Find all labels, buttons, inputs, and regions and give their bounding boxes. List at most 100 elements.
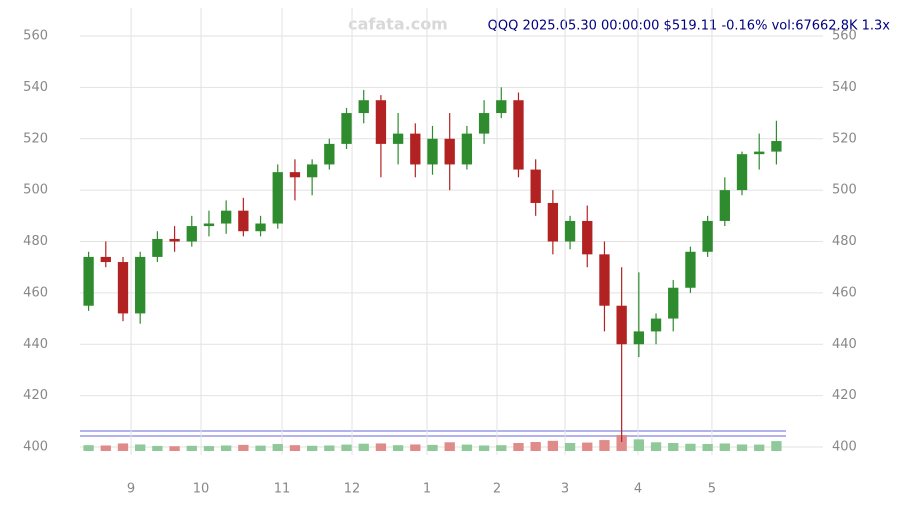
candle-body [238, 210, 249, 232]
y-tick-label: 420 [23, 388, 48, 403]
volume-bar [83, 445, 94, 451]
y-tick-label: 520 [23, 131, 48, 146]
candle-body [616, 305, 627, 345]
volume-bar [358, 443, 369, 451]
volume-bar [272, 444, 283, 451]
y-tick-label: 420 [832, 388, 857, 403]
x-tick-label: 11 [274, 482, 291, 497]
volume-bar [496, 445, 507, 451]
volume-bar [238, 444, 249, 451]
candle-body [685, 251, 696, 288]
candle-body [375, 100, 387, 144]
y-tick-label: 540 [23, 80, 48, 95]
candle-body [444, 138, 455, 165]
volume-bar [668, 443, 679, 451]
candle-body [169, 238, 180, 242]
candle-body [117, 262, 129, 314]
volume-bar [152, 445, 163, 451]
y-tick-label: 440 [832, 337, 857, 352]
y-tick-label: 500 [23, 183, 48, 198]
volume-bar [582, 442, 593, 451]
y-tick-label: 480 [23, 234, 48, 249]
volume-bar [564, 443, 576, 451]
volume-bar [410, 444, 421, 451]
volume-bar [375, 443, 387, 451]
candle-body [324, 143, 335, 165]
volume-bar [341, 444, 352, 451]
volume-bar [186, 445, 197, 451]
candle-body [582, 220, 593, 255]
volume-bar [754, 444, 765, 451]
candle-body [668, 287, 679, 319]
candle-body [547, 202, 559, 242]
candle-body [754, 151, 765, 155]
candle-body [736, 154, 748, 191]
volume-bar [478, 445, 490, 451]
volume-bar [444, 442, 455, 451]
candle-body [272, 172, 283, 224]
y-tick-label: 460 [832, 285, 857, 300]
candle-body [496, 100, 507, 114]
candle-body [461, 133, 473, 165]
candle-body [306, 164, 318, 178]
candle-body [152, 238, 163, 257]
candle-body [135, 256, 146, 314]
x-tick-label: 1 [423, 482, 431, 497]
y-tick-label: 520 [832, 131, 857, 146]
volume-bar [616, 435, 627, 451]
volume-bar [461, 444, 473, 451]
y-tick-label: 460 [23, 285, 48, 300]
candle-body [358, 100, 369, 114]
volume-bar [324, 445, 335, 451]
volume-bar [221, 445, 232, 451]
volume-bar [289, 445, 301, 451]
candle-body [203, 223, 215, 227]
volume-bar [685, 443, 696, 451]
volume-bar [203, 446, 215, 451]
y-tick-label: 400 [23, 440, 48, 455]
candle-body [341, 113, 352, 144]
volume-bar [255, 445, 266, 451]
volume-bar [771, 441, 782, 451]
candle-body [392, 133, 404, 144]
x-tick-label: 3 [561, 482, 569, 497]
candle-body [83, 256, 94, 306]
x-tick-label: 5 [708, 482, 716, 497]
volume-bar [392, 445, 404, 451]
x-tick-label: 2 [493, 482, 501, 497]
candle-body [186, 226, 197, 242]
volume-bar [650, 442, 662, 451]
volume-bar [117, 443, 129, 451]
candle-body [719, 190, 730, 221]
candle-body [100, 256, 111, 263]
volume-bar [427, 444, 438, 451]
volume-bar [633, 439, 644, 451]
y-tick-label: 480 [832, 234, 857, 249]
candle-body [599, 254, 610, 306]
y-tick-label: 560 [832, 29, 857, 44]
y-tick-label: 440 [23, 337, 48, 352]
candle-body [650, 318, 662, 332]
volume-bar [100, 445, 111, 451]
volume-bar [169, 446, 180, 451]
x-tick-label: 12 [344, 482, 361, 497]
candle-body [702, 220, 713, 252]
candle-body [771, 141, 782, 152]
volume-bar [719, 443, 730, 451]
volume-bar [736, 444, 748, 451]
candle-body [478, 113, 490, 134]
volume-bar [599, 440, 610, 451]
x-tick-label: 10 [193, 482, 210, 497]
y-tick-label: 540 [832, 80, 857, 95]
candle-body [513, 100, 524, 170]
watermark: cafata.com [348, 15, 448, 34]
volume-bar [135, 444, 146, 451]
volume-bar [530, 441, 541, 451]
volume-bar [547, 440, 559, 451]
candle-body [427, 138, 438, 165]
volume-bar [306, 445, 318, 451]
volume-bar [513, 443, 524, 451]
y-tick-label: 560 [23, 29, 48, 44]
candle-body [221, 210, 232, 224]
y-tick-label: 500 [832, 183, 857, 198]
